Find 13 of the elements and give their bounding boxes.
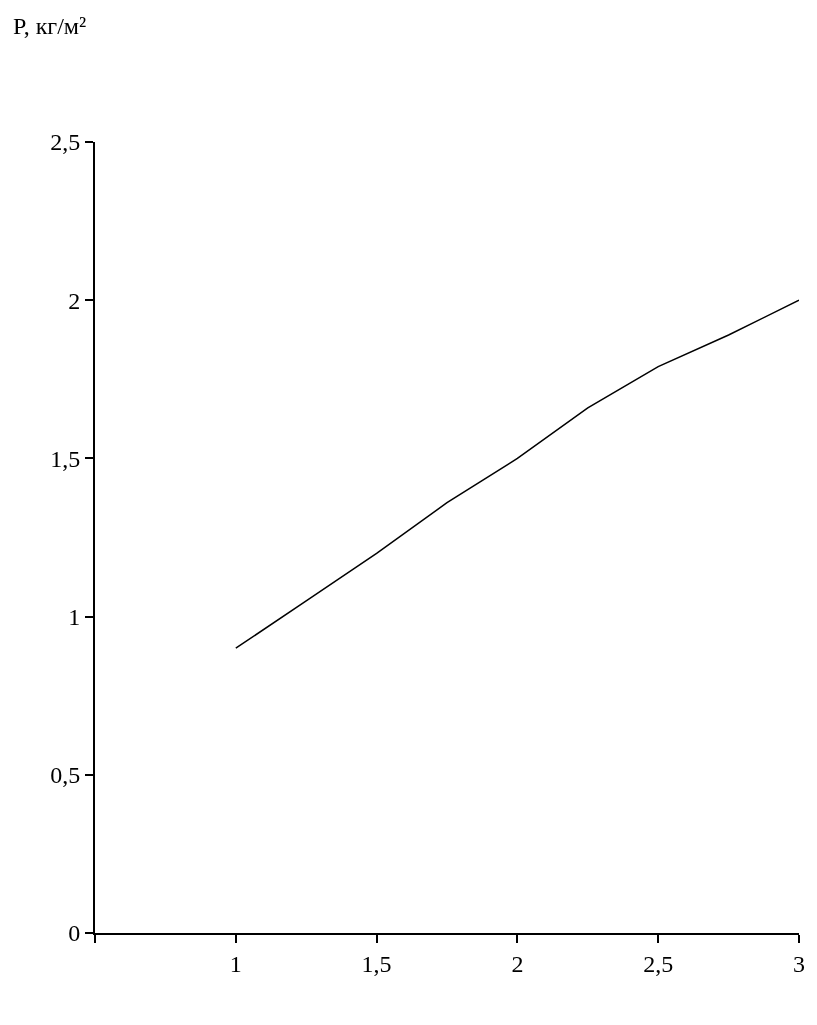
y-tick-label: 2	[68, 287, 81, 314]
line-series	[235, 299, 799, 649]
y-tick-label: 1,5	[50, 445, 81, 472]
x-tick-label: 3	[793, 950, 805, 977]
y-tick-label: 0	[68, 920, 81, 947]
x-tick-label: 2	[511, 950, 524, 977]
y-tick-label: 1	[68, 604, 81, 630]
x-tick-label: 1,5	[361, 950, 392, 977]
y-tick-label: 0,5	[50, 762, 81, 789]
y-tick-label: 2,5	[50, 129, 81, 156]
x-tick-label: 2,5	[643, 950, 674, 977]
x-tick-label: 1	[229, 950, 242, 977]
y-axis-title: P, кг/м²	[13, 13, 87, 39]
